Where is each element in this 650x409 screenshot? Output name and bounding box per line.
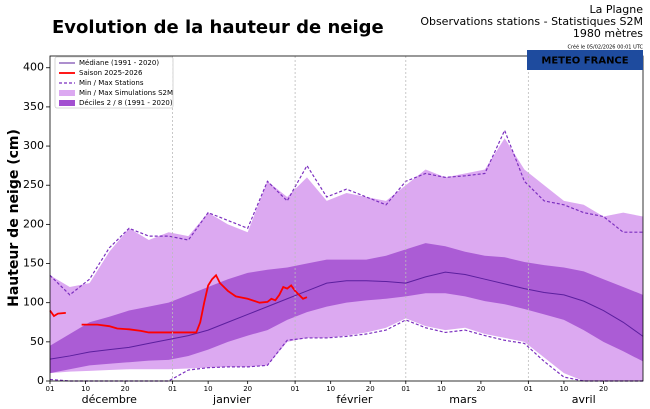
- legend-label: Déciles 2 / 8 (1991 - 2020): [79, 99, 173, 107]
- x-tick-label: 20: [476, 385, 485, 393]
- y-tick-label: 50: [30, 335, 44, 348]
- x-tick-label: 10: [81, 385, 90, 393]
- x-tick-label: 20: [366, 385, 375, 393]
- logo-box: [527, 50, 643, 70]
- legend-label: Min / Max Stations: [79, 79, 144, 87]
- legend-label: Saison 2025-2026: [79, 69, 143, 77]
- y-tick-label: 150: [23, 257, 44, 270]
- logo-text: METEO FRANCE: [541, 56, 628, 67]
- x-tick-label: 10: [204, 385, 213, 393]
- x-tick-label: 10: [559, 385, 568, 393]
- x-tick-label: 10: [437, 385, 446, 393]
- y-tick-label: 250: [23, 178, 44, 191]
- series-line: [49, 271, 644, 360]
- y-tick-label: 0: [37, 374, 44, 387]
- month-label: décembre: [82, 393, 138, 406]
- legend-label: Min / Max Simulations S2M: [79, 89, 173, 97]
- y-tick-label: 400: [23, 61, 44, 74]
- x-tick-label: 01: [46, 385, 55, 393]
- x-tick-label: 01: [291, 385, 300, 393]
- band-area: [50, 243, 643, 374]
- stations-lower: [49, 319, 643, 382]
- created: Créé le 05/02/2026 00:01 UTC: [567, 44, 643, 51]
- stations-upper: [49, 128, 643, 296]
- y-tick-label: 200: [23, 217, 44, 230]
- x-tick-label: 20: [121, 385, 130, 393]
- legend-label: Médiane (1991 - 2020): [79, 59, 159, 67]
- series-line: [49, 273, 308, 334]
- x-tick-label: 20: [243, 385, 252, 393]
- y-tick-label: 300: [23, 139, 44, 152]
- y-tick-label: 100: [23, 296, 44, 309]
- month-label: mars: [449, 393, 477, 406]
- station: La Plagne: [589, 3, 643, 16]
- altitude: 1980 mètres: [573, 27, 643, 40]
- chart-title: Evolution de la hauteur de neige: [52, 17, 384, 38]
- legend-swatch: [59, 90, 75, 96]
- x-tick-label: 01: [168, 385, 177, 393]
- month-label: avril: [572, 393, 596, 406]
- plot-frame: [49, 55, 644, 382]
- legend-swatch: [59, 100, 75, 106]
- x-tick-label: 01: [524, 385, 533, 393]
- legend-box: [54, 56, 174, 109]
- x-tick-label: 20: [599, 385, 608, 393]
- y-tick-label: 350: [23, 100, 44, 113]
- y-axis-label: Hauteur de neige (cm): [6, 129, 22, 307]
- month-label: janvier: [212, 393, 251, 406]
- subtitle: Observations stations - Statistiques S2M: [420, 15, 643, 28]
- month-label: février: [336, 393, 372, 406]
- x-tick-label: 01: [401, 385, 410, 393]
- x-tick-label: 10: [326, 385, 335, 393]
